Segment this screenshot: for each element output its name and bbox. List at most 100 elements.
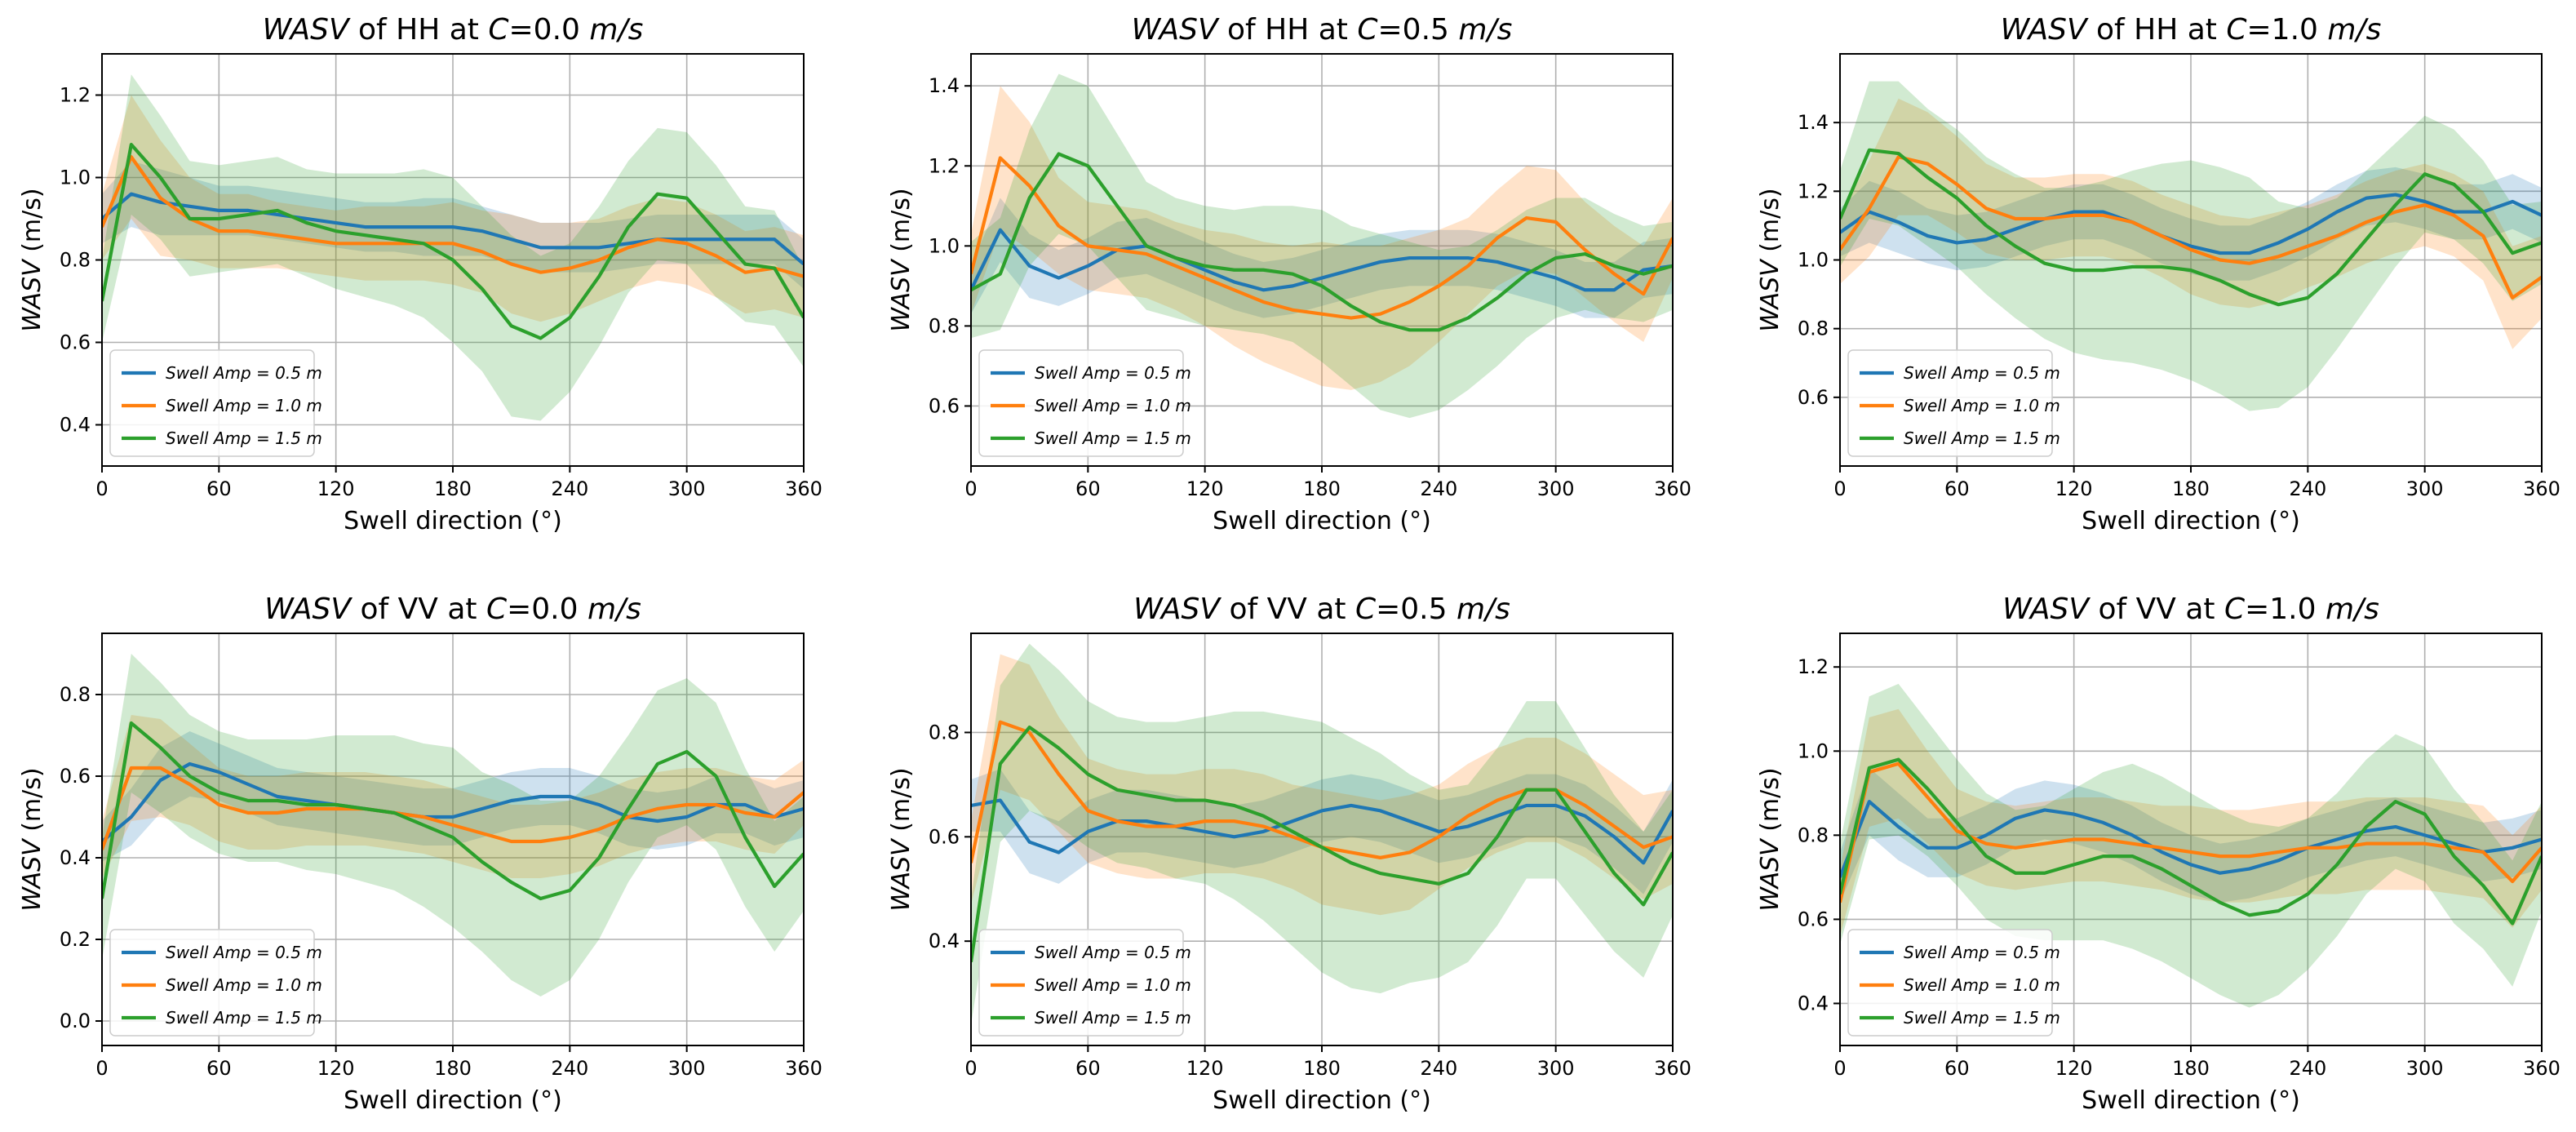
x-tick-label: 120 xyxy=(317,1057,355,1080)
title-middle: of VV at xyxy=(1220,593,1355,626)
legend-label-2: Swell Amp = 1.0 m xyxy=(166,396,322,415)
y-tick-label: 1.0 xyxy=(1798,249,1829,272)
y-tick-label: 1.4 xyxy=(929,74,960,97)
x-tick-label: 120 xyxy=(1186,477,1224,500)
x-tick-label: 360 xyxy=(2523,1057,2560,1080)
legend-label-3: Swell Amp = 1.5 m xyxy=(166,428,322,448)
y-tick-label: 0.8 xyxy=(60,249,91,272)
confidence-band-1 xyxy=(102,731,804,862)
legend: Swell Amp = 0.5 m Swell Amp = 1.0 m Swell … xyxy=(978,929,1191,1037)
series-group xyxy=(1840,683,2542,1008)
legend: Swell Amp = 0.5 m Swell Amp = 1.0 m Swell … xyxy=(1847,349,2060,457)
y-tick-label: 0.2 xyxy=(60,928,91,951)
y-tick-label: 0.4 xyxy=(60,846,91,869)
legend-box xyxy=(1847,929,2053,1037)
title-speed: C xyxy=(1357,13,1378,47)
y-axis-label-unit: (m/s) xyxy=(1756,188,1785,260)
title-metric: WASV xyxy=(2001,13,2089,47)
legend: Swell Amp = 0.5 m Swell Amp = 1.0 m Swell … xyxy=(109,929,322,1037)
confidence-band-2 xyxy=(971,654,1673,916)
x-axis-label: Swell direction (°) xyxy=(1213,507,1431,535)
x-tick-label: 120 xyxy=(1186,1057,1224,1080)
x-tick-label: 60 xyxy=(1075,1057,1101,1080)
y-axis-label-metric: WASV xyxy=(1756,258,1785,332)
title-eq: =0.0 xyxy=(509,13,590,47)
y-axis-label: WASV (m/s) xyxy=(18,188,47,331)
title-middle: of HH at xyxy=(349,13,489,47)
chart-panel-3: 0 60 120 180 240 300 360 0.6 0.8 1.0 1.2 1.4 Swell d… xyxy=(1756,13,2560,535)
y-axis-label: WASV (m/s) xyxy=(887,767,916,911)
title-unit: m/s xyxy=(587,593,641,626)
x-tick-label: 240 xyxy=(2289,1057,2326,1080)
legend-label-1: Swell Amp = 0.5 m xyxy=(1904,943,2060,962)
y-axis-label-unit: (m/s) xyxy=(887,188,916,260)
series-line-3 xyxy=(102,143,804,340)
title-speed: C xyxy=(2224,593,2246,626)
series-line-3 xyxy=(971,725,1673,963)
y-tick-label: 0.6 xyxy=(60,331,91,354)
y-tick-label: 0.8 xyxy=(1798,823,1829,846)
legend-label-2: Swell Amp = 1.0 m xyxy=(1035,396,1191,415)
y-axis-label-metric: WASV xyxy=(887,258,916,332)
x-tick-label: 0 xyxy=(1833,477,1846,500)
title-unit: m/s xyxy=(2327,13,2381,47)
y-tick-label: 1.4 xyxy=(1798,111,1829,134)
series-line-2 xyxy=(1840,761,2542,903)
title-eq: =0.0 xyxy=(507,593,587,626)
title-middle: of VV at xyxy=(2089,593,2224,626)
y-tick-label: 0.8 xyxy=(929,314,960,337)
legend-box xyxy=(109,349,315,457)
y-axis-label: WASV (m/s) xyxy=(887,188,916,331)
x-tick-label: 360 xyxy=(1654,1057,1691,1080)
title-eq: =0.5 xyxy=(1376,593,1456,626)
y-axis-label-unit: (m/s) xyxy=(18,767,47,839)
chart-panel-5: 0 60 120 180 240 300 360 0.4 0.6 0.8 Swell directi… xyxy=(887,593,1691,1115)
series-line-2 xyxy=(1840,155,2542,300)
x-tick-label: 300 xyxy=(668,1057,706,1080)
y-axis-label: WASV (m/s) xyxy=(1756,188,1785,331)
title-unit: m/s xyxy=(1456,593,1510,626)
chart-title: WASV of HH at C=0.5 m/s xyxy=(1132,13,1513,47)
chart-panel-4: 0 60 120 180 240 300 360 0.0 0.2 0.4 0.6 0.8 Swell d… xyxy=(18,593,822,1115)
x-tick-label: 120 xyxy=(317,477,355,500)
title-metric: WASV xyxy=(1132,13,1220,47)
x-tick-label: 180 xyxy=(1303,1057,1341,1080)
series-group xyxy=(971,643,1673,1025)
legend-label-1: Swell Amp = 0.5 m xyxy=(1035,363,1191,383)
y-axis-label-metric: WASV xyxy=(887,837,916,912)
y-axis-label-unit: (m/s) xyxy=(1756,767,1785,839)
y-tick-label: 0.4 xyxy=(60,414,91,437)
x-tick-label: 180 xyxy=(2172,477,2210,500)
series-line-1 xyxy=(971,798,1673,865)
x-tick-label: 300 xyxy=(668,477,706,500)
x-tick-label: 180 xyxy=(434,1057,472,1080)
confidence-band-3 xyxy=(102,74,804,421)
x-tick-label: 300 xyxy=(1537,1057,1575,1080)
chart-panel-6: 0 60 120 180 240 300 360 0.4 0.6 0.8 1.0 1.2 Swell d… xyxy=(1756,593,2560,1115)
y-tick-label: 1.2 xyxy=(929,154,960,177)
legend-label-1: Swell Amp = 0.5 m xyxy=(166,943,322,962)
confidence-band-2 xyxy=(102,95,804,322)
x-axis-label: Swell direction (°) xyxy=(344,1086,562,1115)
title-metric: WASV xyxy=(2002,593,2091,626)
title-middle: of HH at xyxy=(1218,13,1358,47)
title-eq: =1.0 xyxy=(2245,593,2325,626)
series-group xyxy=(102,654,804,997)
y-tick-label: 1.2 xyxy=(1798,655,1829,678)
legend-label-1: Swell Amp = 0.5 m xyxy=(1904,363,2060,383)
x-tick-label: 60 xyxy=(206,1057,232,1080)
series-line-3 xyxy=(1840,757,2542,926)
x-tick-label: 60 xyxy=(206,477,232,500)
y-axis-label-metric: WASV xyxy=(18,258,47,332)
y-tick-label: 0.8 xyxy=(1798,317,1829,340)
series-group xyxy=(102,74,804,421)
y-tick-label: 0.6 xyxy=(929,394,960,417)
title-speed: C xyxy=(488,13,509,47)
x-tick-label: 300 xyxy=(1537,477,1575,500)
title-speed: C xyxy=(486,593,508,626)
y-tick-label: 0.6 xyxy=(1798,386,1829,409)
chart-title: WASV of VV at C=0.5 m/s xyxy=(1133,593,1510,626)
x-tick-label: 60 xyxy=(1944,477,1970,500)
y-tick-label: 1.0 xyxy=(60,166,91,189)
